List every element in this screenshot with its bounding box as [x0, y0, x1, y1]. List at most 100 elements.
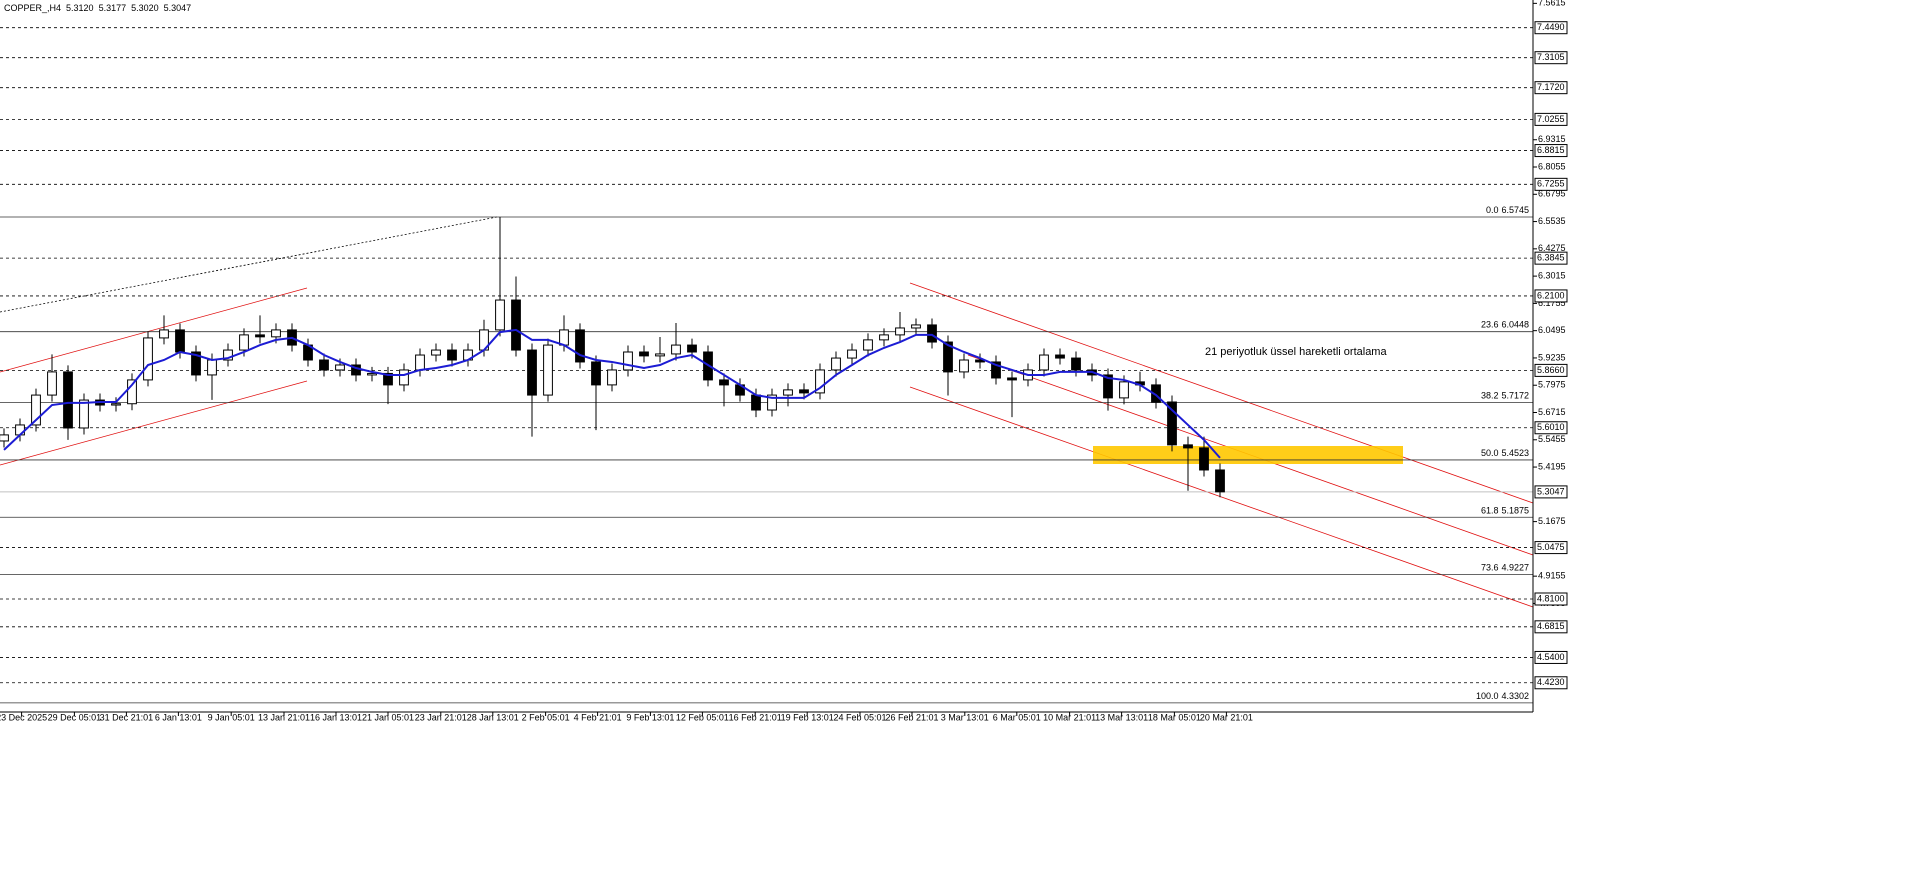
level-label: 5.8660 [1537, 365, 1565, 375]
candle-body [991, 361, 1001, 379]
header-price: 5.3120 [66, 3, 94, 13]
candle-body [719, 379, 729, 386]
x-tick-label: 29 Dec 05:01 [48, 712, 102, 722]
level-label: 6.2100 [1537, 290, 1565, 300]
fib-level: 73.6 [1481, 563, 1499, 573]
candle-body [271, 329, 281, 338]
level-label: 5.6010 [1537, 422, 1565, 432]
fib-level: 38.2 [1481, 391, 1499, 401]
candle-body [111, 403, 121, 406]
x-tick-label: 28 Jan 13:01 [467, 712, 519, 722]
candle-body [143, 337, 153, 381]
header-price: 5.3177 [99, 3, 127, 13]
symbol: COPPER_,H4 [4, 3, 61, 13]
x-tick-label: 19 Feb 13:01 [781, 712, 834, 722]
x-tick-label: 2 Feb 05:01 [522, 712, 570, 722]
level-label-box [1534, 251, 1568, 265]
x-tick-label: 13 Mar 13:01 [1095, 712, 1148, 722]
x-tick-label: 23 Jan 21:01 [415, 712, 467, 722]
candle-body [1007, 377, 1017, 381]
fib-label: 23.6 6.0448 [1481, 320, 1529, 330]
candle-body [495, 299, 505, 331]
fib-price: 6.0448 [1501, 320, 1529, 330]
candle-body [1215, 469, 1225, 493]
candle-body [1167, 401, 1177, 446]
fib-price: 6.5745 [1501, 205, 1529, 215]
fib-label: 100.0 4.3302 [1476, 691, 1529, 701]
header-price: 5.3047 [164, 3, 192, 13]
x-tick-label: 6 Jan 13:01 [155, 712, 202, 722]
y-tick-label: 7.5615 [1538, 0, 1566, 8]
candle-body [879, 334, 889, 341]
y-tick-label: 5.5455 [1538, 434, 1566, 444]
level-label-box [1534, 363, 1568, 377]
x-tick-label: 20 Mar 21:01 [1200, 712, 1253, 722]
candle-body [863, 339, 873, 351]
fib-price: 5.1875 [1501, 506, 1529, 516]
candle-body [399, 369, 409, 386]
level-label: 4.4230 [1537, 677, 1565, 687]
x-tick-label: 26 Feb 21:01 [885, 712, 938, 722]
fib-level: 100.0 [1476, 691, 1499, 701]
candle-body [15, 424, 25, 436]
x-tick-label: 16 Feb 21:01 [729, 712, 782, 722]
candle-body [447, 349, 457, 361]
fib-price: 5.7172 [1501, 391, 1529, 401]
candle-body [1119, 381, 1129, 399]
candle-body [1199, 447, 1209, 471]
y-tick-label: 6.3015 [1538, 270, 1566, 280]
candle-body [431, 349, 441, 356]
chart-header: COPPER_,H4 5.3120 5.3177 5.3020 5.3047 [4, 3, 191, 13]
level-label: 4.8100 [1537, 593, 1565, 603]
level-label: 7.3105 [1537, 52, 1565, 62]
trend-drawings [0, 27, 1534, 704]
level-label-box [1534, 21, 1568, 35]
level-label: 6.3845 [1537, 253, 1565, 263]
level-label: 6.8815 [1537, 145, 1565, 155]
candle-body [623, 351, 633, 371]
candle-body [751, 394, 761, 411]
y-tick-label: 4.9155 [1538, 571, 1566, 581]
channel-line [909, 282, 1534, 504]
candle-body [639, 351, 649, 357]
x-tick-label: 4 Feb 21:01 [574, 712, 622, 722]
level-label-box [1534, 112, 1568, 126]
y-tick-label: 5.7975 [1538, 380, 1566, 390]
candle-body [383, 372, 393, 386]
candle-body [415, 354, 425, 371]
candle-body [207, 359, 217, 376]
zone-highlight [1093, 446, 1403, 464]
level-label-box [1534, 144, 1568, 158]
header-price: 5.3020 [131, 3, 159, 13]
candle-body [943, 341, 953, 373]
candle-body [607, 369, 617, 386]
y-tick-label: 6.9315 [1538, 134, 1566, 144]
candle-body [367, 372, 377, 376]
y-tick-label: 6.8055 [1538, 161, 1566, 171]
candle-body [671, 344, 681, 355]
candle-body [79, 399, 89, 429]
x-tick-label: 13 Jan 21:01 [258, 712, 310, 722]
level-label-box [1534, 620, 1568, 634]
current-price-label: 5.3047 [1537, 486, 1565, 496]
candle-body [767, 394, 777, 411]
x-tick-label: 24 Feb 05:01 [833, 712, 886, 722]
candle-body [527, 349, 537, 396]
y-tick-label: 5.6715 [1538, 407, 1566, 417]
y-tick-label: 6.0495 [1538, 325, 1566, 335]
level-label: 5.0475 [1537, 542, 1565, 552]
fib-price: 5.4523 [1501, 448, 1529, 458]
x-tick-label: 9 Feb 13:01 [626, 712, 674, 722]
candle-body [543, 344, 553, 396]
candle-body [191, 351, 201, 376]
x-tick-label: 21 Jan 05:01 [362, 712, 414, 722]
candle-body [895, 327, 905, 336]
fib-label: 0.0 6.5745 [1486, 205, 1529, 215]
level-label: 4.5400 [1537, 652, 1565, 662]
x-tick-label: 16 Jan 13:01 [310, 712, 362, 722]
level-label: 6.7255 [1537, 179, 1565, 189]
y-tick-label: 6.1755 [1538, 298, 1566, 308]
fib-label: 61.8 5.1875 [1481, 506, 1529, 516]
